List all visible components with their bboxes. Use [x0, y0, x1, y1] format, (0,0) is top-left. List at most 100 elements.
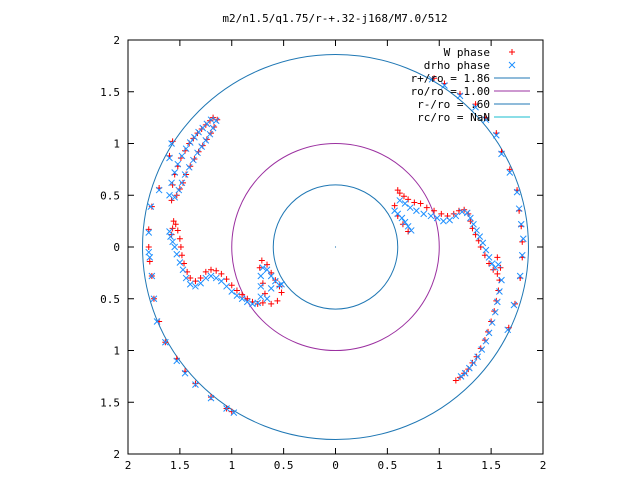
drho-phase-point [178, 152, 186, 160]
drho-phase-point [398, 214, 406, 222]
w-phase-point [261, 290, 268, 297]
w-phase-point [278, 289, 285, 296]
drho-phase-point [263, 266, 271, 274]
drho-phase-point [145, 248, 153, 256]
w-phase-point [208, 394, 214, 401]
reference-circle [231, 143, 440, 351]
data-points [145, 75, 527, 416]
drho-phase-point [171, 243, 179, 251]
drho-phase-point [228, 288, 236, 295]
x-tick-label: 0.5 [274, 459, 294, 472]
drho-phase-point [257, 272, 265, 280]
drho-phase-point [498, 276, 505, 284]
w-phase-point [244, 295, 251, 302]
w-phase-point [182, 147, 189, 154]
drho-phase-point [182, 145, 190, 153]
y-tick-label: 0.5 [100, 293, 120, 306]
w-phase-point [169, 225, 176, 232]
w-phase-point [168, 231, 175, 238]
w-phase-point [223, 276, 230, 283]
w-phase-point [268, 269, 275, 276]
drho-phase-point [263, 295, 271, 303]
drho-phase-point [440, 217, 447, 225]
drho-phase-point [406, 204, 414, 212]
w-phase-point [258, 257, 265, 264]
w-phase-point [179, 179, 186, 186]
drho-phase-point [259, 264, 267, 272]
drho-phase-point [457, 373, 465, 380]
legend-label: ro/ro = 1.00 [411, 85, 490, 98]
legend-label: r+/ro = 1.86 [411, 72, 490, 85]
drho-phase-point [495, 261, 502, 268]
w-phase-point [181, 260, 188, 267]
w-phase-point [187, 275, 194, 282]
drho-phase-point [496, 288, 503, 295]
drho-phase-point [518, 251, 526, 259]
drho-phase-point [181, 369, 189, 377]
w-phase-point [177, 154, 184, 161]
drho-phase-point [202, 274, 210, 282]
drho-phase-point [169, 238, 176, 246]
w-phase-point [183, 171, 190, 178]
drho-phase-point [168, 179, 175, 187]
drho-phase-point [485, 253, 493, 261]
w-phase-point [400, 193, 407, 200]
drho-phase-point [420, 210, 428, 218]
drho-phase-point [498, 150, 505, 158]
drho-phase-point [186, 280, 194, 288]
drho-phase-point [465, 364, 473, 372]
w-phase-point [169, 181, 176, 188]
drho-phase-point [223, 282, 230, 290]
drho-phase-point [174, 160, 182, 168]
drho-phase-point [192, 282, 199, 290]
x-tick-label: 2 [125, 459, 132, 472]
drho-phase-point [175, 186, 183, 194]
drho-phase-point [167, 233, 174, 241]
drho-phase-point [461, 369, 469, 377]
drho-phase-point [427, 212, 435, 220]
drho-phase-point [198, 143, 206, 150]
series-plus [145, 75, 526, 415]
w-phase-point [145, 226, 152, 233]
w-phase-point [467, 218, 474, 225]
reference-circle [272, 184, 399, 310]
drho-phase-point [190, 156, 197, 164]
drho-phase-point [223, 405, 230, 412]
w-phase-point [170, 218, 177, 225]
drho-phase-point [166, 228, 173, 235]
w-phase-point [208, 266, 214, 273]
drho-phase-point [446, 216, 453, 224]
w-phase-point [169, 138, 176, 145]
x-tick-label: 0.5 [377, 459, 397, 472]
drho-phase-point [202, 137, 210, 144]
drho-phase-point [470, 220, 477, 228]
w-phase-point [405, 196, 412, 203]
drho-phase-point [456, 92, 464, 100]
drho-phase-point [488, 319, 496, 326]
w-phase-point [239, 291, 246, 298]
w-phase-point [423, 204, 430, 211]
w-phase-point [396, 190, 403, 197]
drho-phase-point [441, 82, 448, 89]
y-tick-label: 1.5 [100, 86, 120, 99]
drho-phase-point [433, 214, 441, 222]
y-tick-label: 0 [113, 241, 120, 254]
legend-label: r-/ro = .60 [417, 98, 490, 111]
drho-phase-point [401, 200, 409, 207]
drho-phase-point [171, 193, 179, 201]
w-phase-point [218, 270, 225, 277]
drho-phase-point [276, 281, 283, 289]
y-tick-label: 1.5 [100, 396, 120, 409]
w-phase-point [264, 261, 271, 268]
drho-phase-point [267, 285, 275, 292]
w-phase-point [254, 300, 261, 307]
w-phase-point [146, 258, 153, 265]
w-phase-point [192, 380, 199, 387]
drho-phase-point [181, 171, 189, 178]
drho-phase-point [257, 293, 265, 301]
drho-phase-point [173, 357, 181, 365]
drho-phase-point [212, 274, 220, 282]
w-phase-point [452, 377, 459, 384]
w-phase-point [411, 199, 418, 206]
drho-phase-point [148, 272, 156, 280]
